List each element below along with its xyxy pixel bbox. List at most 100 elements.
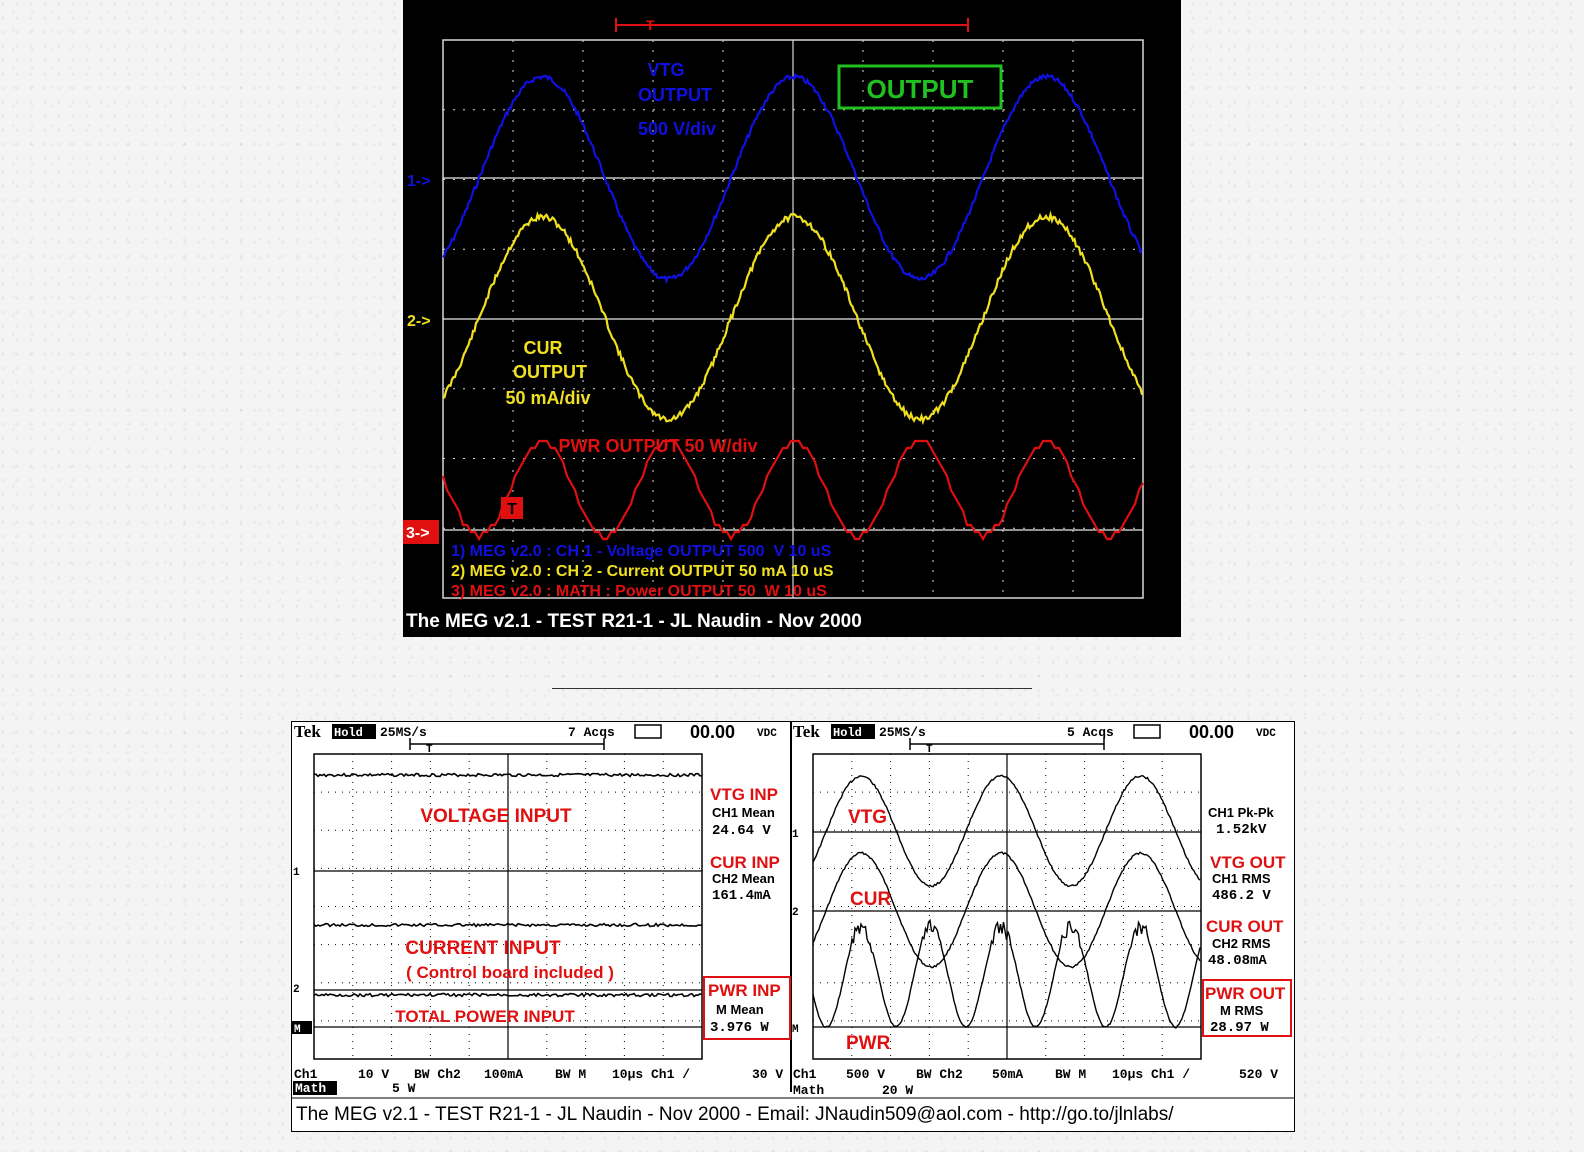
left-bottom-math-label: Math bbox=[295, 1081, 326, 1096]
right-readout-3-title: CUR OUT bbox=[1206, 917, 1284, 936]
right-ch1-marker: 1 bbox=[792, 829, 799, 841]
left-bottom-ch1-scale: 10 V bbox=[358, 1067, 389, 1082]
right-voltage-trace bbox=[812, 774, 1201, 888]
ch1-voltage-trace bbox=[442, 72, 1143, 285]
output-scope-svg: T OUTPUT 1-> 2-> 3-> VTG OUTPUT 500 V/di… bbox=[403, 17, 1144, 632]
left-readout-2-value: 161.4mA bbox=[712, 888, 771, 904]
left-bottom-math-scale: 5 W bbox=[392, 1081, 416, 1096]
right-power-trace bbox=[812, 918, 1201, 1029]
left-readout-3-value: 3.976 W bbox=[710, 1020, 769, 1036]
top-caption: The MEG v2.1 - TEST R21-1 - JL Naudin - … bbox=[406, 611, 862, 632]
left-readout-2-name: CH2 Mean bbox=[712, 871, 775, 886]
left-bottom-ch2-scale: 100mA bbox=[484, 1067, 523, 1082]
left-readout-3-box bbox=[703, 976, 791, 1040]
right-offset-unit: VDC bbox=[1256, 728, 1276, 740]
footer-caption: The MEG v2.1 - TEST R21-1 - JL Naudin - … bbox=[296, 1104, 1174, 1125]
math-trigger-label: T bbox=[507, 501, 517, 518]
right-hold: Hold bbox=[833, 726, 862, 740]
left-readout-1-value: 24.64 V bbox=[712, 823, 771, 839]
right-math-marker: M bbox=[792, 1024, 799, 1036]
left-power-trace bbox=[313, 992, 703, 998]
left-acq-icon bbox=[634, 724, 662, 739]
right-hold-bg bbox=[831, 724, 875, 739]
right-readout-4-name: M RMS bbox=[1220, 1003, 1264, 1018]
left-offset-unit: VDC bbox=[757, 728, 777, 740]
right-bottom-trigger-level: 520 V bbox=[1239, 1067, 1278, 1082]
right-readout-4-title: PWR OUT bbox=[1205, 984, 1286, 1003]
left-trigger-label: T bbox=[426, 744, 433, 756]
right-bottom-math-scale: 20 W bbox=[882, 1083, 913, 1098]
left-bottom-trigger-level: 30 V bbox=[752, 1067, 783, 1082]
left-hold: Hold bbox=[334, 726, 363, 740]
left-readout-3-name: M Mean bbox=[716, 1002, 764, 1017]
right-readout-2-title: VTG OUT bbox=[1210, 853, 1286, 872]
left-sample-rate: 25MS/s bbox=[380, 725, 427, 740]
top-trigger-label: T bbox=[646, 17, 655, 33]
right-current-trace bbox=[812, 851, 1201, 969]
right-readout-4-value: 28.97 W bbox=[1210, 1020, 1269, 1036]
legend-ch1: 1) MEG v2.0 : CH 1 - Voltage OUTPUT 500 … bbox=[451, 543, 832, 560]
left-label-power: TOTAL POWER INPUT bbox=[395, 1007, 575, 1026]
right-readout-1-name: CH1 Pk-Pk bbox=[1208, 805, 1275, 820]
right-offset: 00.00 bbox=[1189, 722, 1234, 742]
right-bottom-ch1-scale: 500 V bbox=[846, 1067, 885, 1082]
ch2-current-trace bbox=[442, 210, 1144, 426]
left-bottom-time: 10µs Ch1 / bbox=[612, 1067, 690, 1082]
output-box bbox=[837, 64, 1003, 110]
left-offset: 00.00 bbox=[690, 722, 735, 742]
left-label-current: CURRENT INPUT bbox=[405, 938, 561, 959]
vtg-label-line3: 500 V/div bbox=[638, 119, 716, 139]
left-readout-1-title: VTG INP bbox=[710, 785, 778, 804]
right-label-cur: CUR bbox=[850, 889, 891, 910]
right-readout-2-name: CH1 RMS bbox=[1212, 871, 1271, 886]
vtg-label-line2: OUTPUT bbox=[638, 85, 712, 105]
right-grid bbox=[812, 753, 1202, 1060]
left-grid bbox=[313, 753, 703, 1060]
right-readout-2-value: 486.2 V bbox=[1212, 888, 1271, 904]
left-readout-1-name: CH1 Mean bbox=[712, 805, 775, 820]
left-brand: Tek bbox=[294, 722, 321, 741]
section-divider bbox=[552, 688, 1032, 689]
output-scope-screenshot: T OUTPUT 1-> 2-> 3-> VTG OUTPUT 500 V/di… bbox=[403, 0, 1181, 637]
right-bottom-ch2-scale: 50mA bbox=[992, 1067, 1023, 1082]
right-trigger-label: T bbox=[926, 744, 933, 756]
left-math-marker: M bbox=[294, 1024, 301, 1036]
right-label-vtg: VTG bbox=[848, 807, 887, 828]
left-label-control: ( Control board included ) bbox=[406, 963, 614, 982]
right-readout-3-value: 48.08mA bbox=[1208, 953, 1267, 969]
left-readout-2-title: CUR INP bbox=[710, 853, 780, 872]
left-bottom-math-bg bbox=[293, 1081, 337, 1095]
ch1-marker: 1-> bbox=[407, 173, 431, 190]
right-readout-1-value: 1.52kV bbox=[1216, 822, 1267, 838]
cur-label-line3: 50 mA/div bbox=[505, 388, 590, 408]
left-current-trace bbox=[313, 922, 703, 928]
right-acq-icon bbox=[1133, 724, 1161, 739]
math-power-trace bbox=[441, 439, 1144, 542]
right-bottom-time: 10µs Ch1 / bbox=[1112, 1067, 1190, 1082]
vtg-label-line1: VTG bbox=[647, 60, 684, 80]
math-trigger-box bbox=[501, 497, 523, 519]
ch3-marker: 3-> bbox=[406, 525, 430, 542]
left-math-marker-bg bbox=[292, 1021, 312, 1034]
left-acqs: 7 Acqs bbox=[568, 725, 615, 740]
right-readout-3-name: CH2 RMS bbox=[1212, 936, 1271, 951]
cur-label-line2: OUTPUT bbox=[513, 362, 587, 382]
right-bottom-math: BW M bbox=[1055, 1067, 1086, 1082]
right-bottom-ch2: BW Ch2 bbox=[916, 1067, 963, 1082]
left-hold-bg bbox=[332, 724, 376, 739]
input-output-scope-panel: Tek Hold 25MS/s 7 Acqs 00.00 VDC T 1 2 M… bbox=[291, 721, 1295, 1132]
left-readout-3-title: PWR INP bbox=[708, 981, 781, 1000]
bottom-scopes-svg: Tek Hold 25MS/s 7 Acqs 00.00 VDC T 1 2 M… bbox=[292, 722, 1294, 1125]
right-acqs: 5 Acqs bbox=[1067, 725, 1114, 740]
right-bottom-math-label: Math bbox=[793, 1083, 824, 1098]
right-ch2-marker: 2 bbox=[792, 907, 799, 919]
right-readout-4-box bbox=[1202, 979, 1292, 1037]
top-grid bbox=[442, 39, 1144, 599]
cur-label-line1: CUR bbox=[524, 338, 563, 358]
left-bottom-math: BW M bbox=[555, 1067, 586, 1082]
output-box-label: OUTPUT bbox=[867, 74, 974, 104]
left-ch1-marker: 1 bbox=[293, 867, 300, 879]
right-label-pwr: PWR bbox=[846, 1033, 891, 1054]
left-label-voltage: VOLTAGE INPUT bbox=[420, 806, 572, 827]
right-sample-rate: 25MS/s bbox=[879, 725, 926, 740]
